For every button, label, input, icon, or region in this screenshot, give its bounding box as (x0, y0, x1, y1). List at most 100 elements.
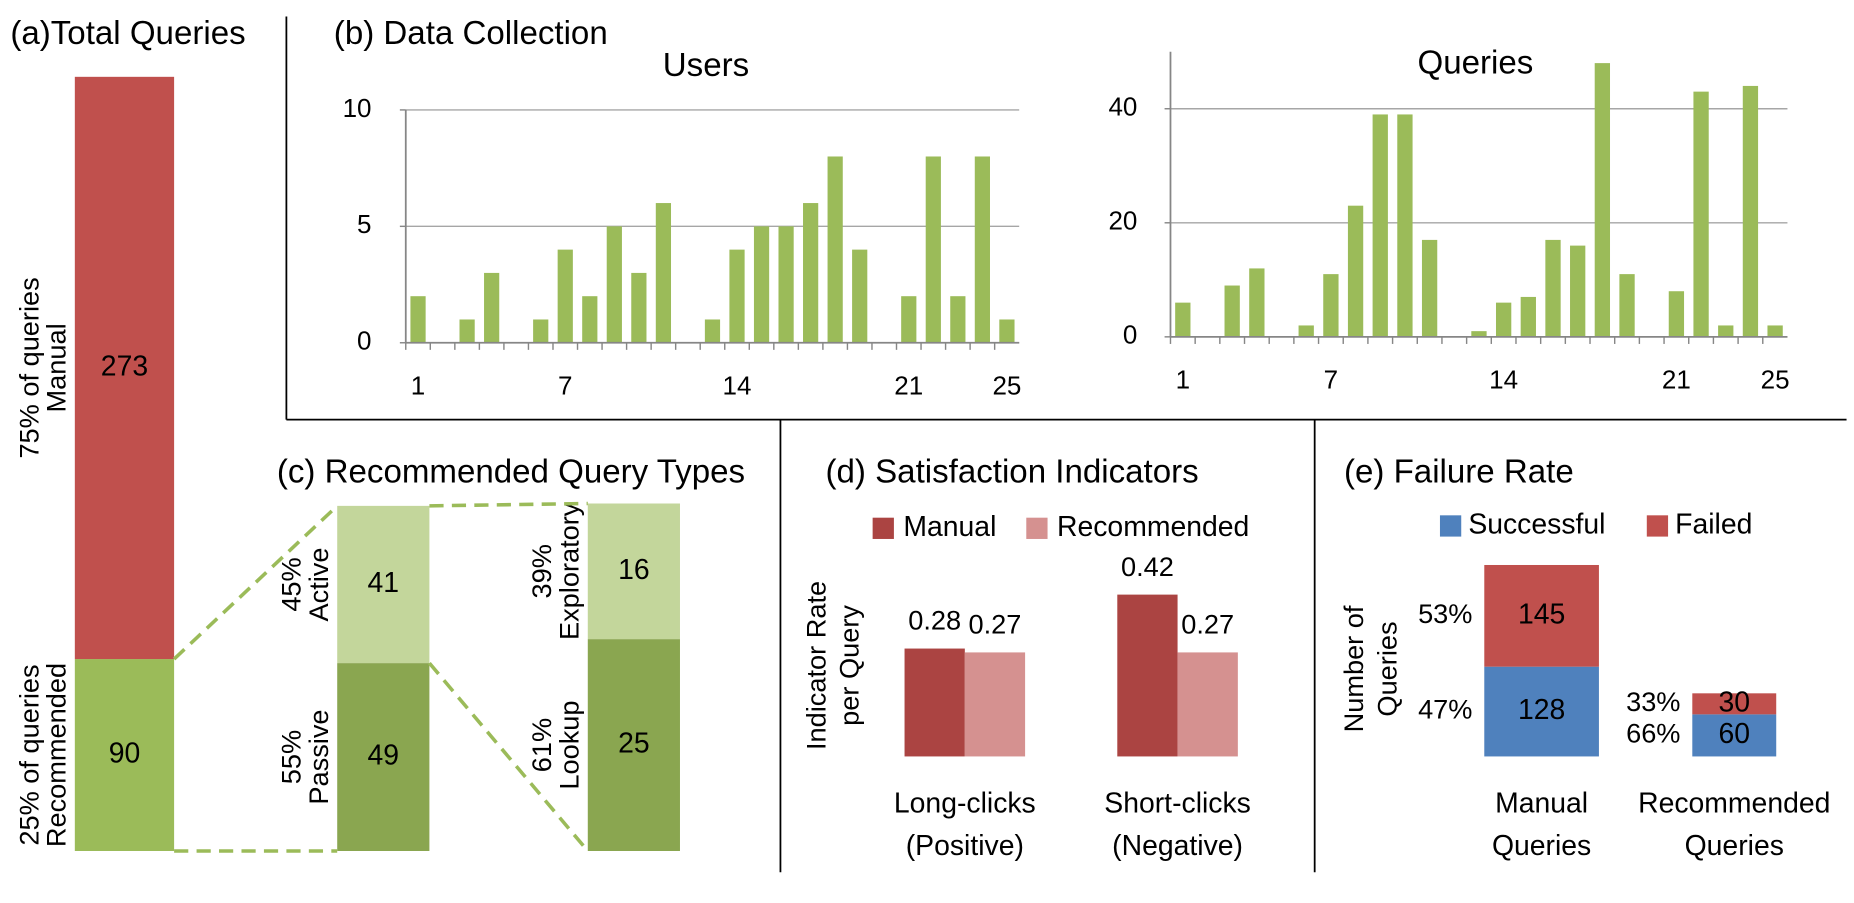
segment-percent: 45% (276, 557, 307, 611)
value-label: 0.42 (1121, 551, 1174, 582)
percent-label: 33% (1626, 686, 1680, 717)
bar (925, 156, 941, 343)
bar (1718, 325, 1734, 337)
bar-segment (587, 503, 680, 640)
segment-name: Recommended (40, 663, 71, 847)
segment-percent: 75% of queries (13, 277, 44, 458)
bar (1495, 302, 1512, 337)
x-tick-label: 7 (1324, 365, 1338, 395)
segment-name: Manual (40, 323, 71, 412)
x-tick-label: 25 (1761, 365, 1790, 395)
bar-segment (1484, 666, 1599, 757)
connector (428, 661, 590, 853)
percent-label: 53% (1418, 598, 1472, 629)
x-tick-label: 21 (1662, 365, 1691, 395)
y-tick-label: 20 (1108, 206, 1137, 236)
panel-title: (d) Satisfaction Indicators (825, 454, 1198, 491)
bar (557, 249, 573, 343)
x-tick-label: (Negative) (1112, 830, 1243, 862)
bar (1177, 652, 1238, 757)
panel-title: (b) Data Collection (334, 15, 608, 52)
bar (1323, 274, 1339, 337)
bar (827, 156, 843, 343)
panel-dividers (285, 16, 1847, 873)
bar (704, 319, 721, 343)
y-axis-label: per Query (834, 605, 865, 726)
bar-segment (74, 76, 175, 660)
bar (753, 226, 770, 343)
value-label: 49 (368, 740, 400, 772)
segment-name: Active (303, 547, 334, 621)
segment-percent: 39% (526, 544, 557, 598)
legend-swatch (872, 517, 894, 539)
value-label: 0.28 (908, 605, 961, 636)
bar (582, 296, 598, 343)
value-label: 25 (618, 728, 650, 760)
y-tick-label: 0 (357, 326, 371, 356)
percent-label: 66% (1626, 718, 1680, 749)
bar (1545, 239, 1561, 337)
connector (429, 501, 588, 508)
bar (1693, 91, 1709, 337)
value-label: 128 (1518, 694, 1565, 726)
bar (1224, 285, 1240, 337)
segment-name: Exploratory (553, 502, 584, 640)
x-tick-label: Short-clicks (1104, 787, 1251, 819)
bar (1668, 291, 1685, 337)
bar (606, 226, 622, 343)
value-label: 90 (109, 738, 141, 770)
bar (484, 272, 500, 343)
y-axis-label: Number of (1338, 605, 1369, 732)
legend-label: Failed (1675, 508, 1752, 540)
x-tick-label: 14 (1489, 365, 1518, 395)
bar-segment (337, 505, 430, 664)
legend-label: Recommended (1057, 511, 1249, 543)
bar (1570, 245, 1586, 337)
value-label: 60 (1718, 718, 1750, 750)
bar-segment (337, 663, 430, 851)
value-label: 0.27 (1181, 609, 1234, 640)
legend-label: Manual (903, 511, 996, 543)
legend-swatch (1026, 517, 1048, 539)
bar (1421, 239, 1438, 337)
x-tick-label: 21 (894, 371, 923, 401)
bar (410, 296, 426, 343)
bar (852, 249, 868, 343)
bar-segment (1692, 693, 1777, 715)
y-axis-label: Indicator Rate (800, 581, 831, 750)
panel-title: (c) Recommended Query Types (277, 454, 745, 491)
segment-percent: 55% (276, 730, 307, 784)
bar (533, 319, 549, 343)
bar (901, 296, 917, 343)
chart-title: Users (663, 47, 749, 84)
bar-segment (1484, 564, 1599, 667)
y-tick-label: 40 (1108, 92, 1137, 122)
segment-name: Lookup (553, 700, 584, 789)
bar (459, 319, 475, 343)
x-tick-label: Manual (1495, 787, 1588, 819)
legend-swatch (1646, 515, 1669, 537)
y-axis-label: Queries (1371, 621, 1402, 716)
value-label: 273 (101, 350, 148, 382)
value-label: 145 (1518, 598, 1565, 630)
bar (999, 319, 1015, 343)
segment-name: Passive (303, 709, 334, 804)
x-tick-label: Recommended (1638, 787, 1830, 819)
bar (778, 226, 794, 343)
x-tick-label: Queries (1492, 830, 1591, 862)
legend-label: Successful (1468, 508, 1605, 540)
bar (1594, 63, 1611, 337)
bar-segment (74, 659, 175, 851)
x-tick-label: 25 (992, 371, 1021, 401)
bar (1397, 114, 1413, 337)
x-tick-label: 14 (723, 371, 752, 401)
value-label: 41 (368, 567, 400, 599)
bar (655, 203, 672, 343)
x-tick-label: 1 (1176, 365, 1190, 395)
chart-title: Queries (1418, 45, 1534, 82)
segment-percent: 25% of queries (13, 664, 44, 845)
bar (1249, 268, 1265, 337)
panel-title: (a)Total Queries (10, 15, 245, 52)
